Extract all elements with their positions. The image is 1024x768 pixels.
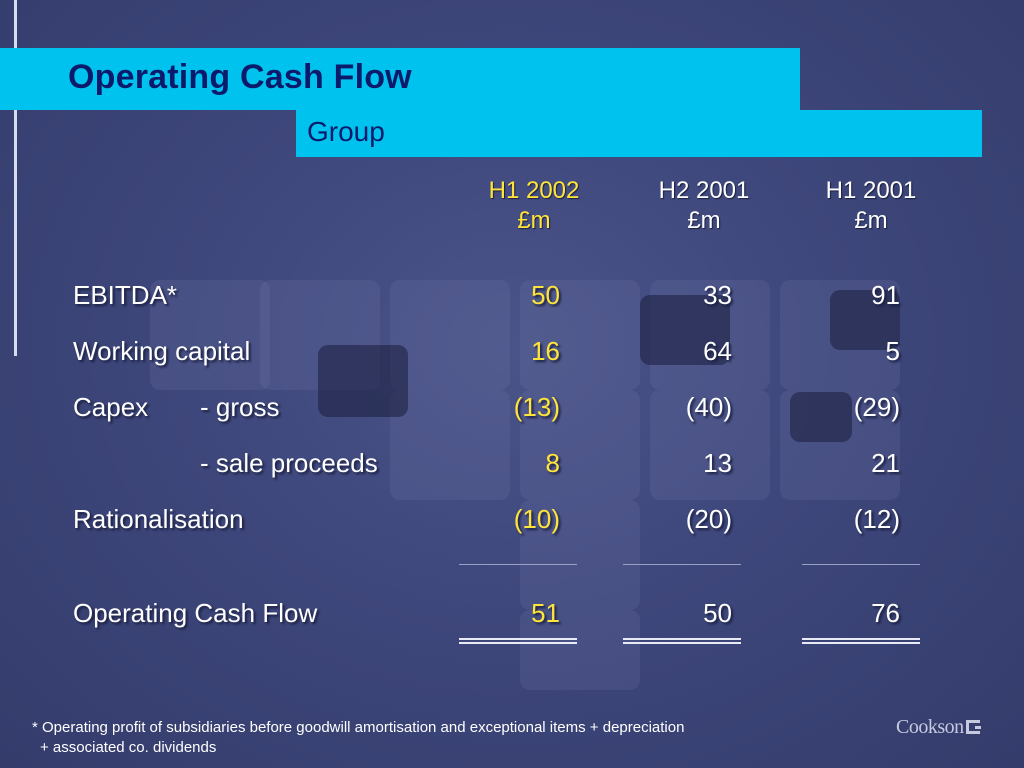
logo-text: Cookson	[896, 716, 964, 738]
table-cell-total: 50	[703, 598, 732, 628]
decor-tile	[520, 610, 640, 690]
column-header-h1-2002: H1 2002 £m	[469, 176, 599, 236]
table-cell: 13	[703, 448, 732, 478]
row-label-working-capital: Working capital	[73, 336, 251, 366]
total-double-rule	[623, 638, 741, 644]
table-cell: 50	[531, 280, 560, 310]
row-label-rationalisation: Rationalisation	[73, 504, 244, 534]
decor-tile	[390, 280, 510, 390]
column-period: H1 2001	[825, 177, 917, 204]
decor-tile	[390, 390, 510, 500]
table-cell: (40)	[685, 392, 732, 422]
subtotal-rule	[802, 564, 920, 565]
cookson-logo: Cookson	[896, 716, 981, 739]
table-cell: (29)	[853, 392, 900, 422]
subtitle-band	[296, 110, 982, 157]
page-title: Operating Cash Flow	[68, 58, 412, 96]
row-label-ebitda: EBITDA*	[73, 280, 178, 310]
table-cell: 21	[871, 448, 900, 478]
decor-tile	[318, 345, 408, 417]
decor-tile	[150, 280, 270, 390]
total-double-rule	[459, 638, 577, 644]
subtotal-rule	[459, 564, 577, 565]
table-cell-total: 76	[871, 598, 900, 628]
table-cell: (10)	[513, 504, 560, 534]
column-header-h1-2001: H1 2001 £m	[806, 176, 936, 236]
table-cell: 64	[703, 336, 732, 366]
table-cell: (20)	[685, 504, 732, 534]
decor-tile	[830, 290, 900, 350]
row-label-capex: Capex	[73, 392, 149, 422]
row-label-total: Operating Cash Flow	[73, 598, 318, 628]
decor-tile	[650, 390, 770, 500]
column-unit: £m	[687, 207, 721, 234]
table-cell: (13)	[513, 392, 560, 422]
decor-tile	[520, 390, 640, 500]
table-cell: 5	[885, 336, 900, 366]
logo-mark-icon	[965, 720, 981, 734]
decor-tile	[520, 280, 640, 390]
column-period: H1 2002	[488, 177, 580, 204]
decor-vertical-line	[14, 0, 17, 356]
table-cell: 8	[545, 448, 560, 478]
title-band	[0, 48, 800, 110]
decor-tile	[790, 392, 852, 442]
column-unit: £m	[517, 207, 551, 234]
footnote: * Operating profit of subsidiaries befor…	[32, 718, 684, 758]
table-cell: 91	[871, 280, 900, 310]
subtotal-rule	[623, 564, 741, 565]
decor-tile	[640, 295, 730, 365]
decor-tile	[520, 500, 640, 610]
row-sublabel-sale-proceeds: - sale proceeds	[200, 448, 378, 478]
footnote-line: * Operating profit of subsidiaries befor…	[32, 719, 685, 736]
table-cell: (12)	[853, 504, 900, 534]
table-cell: 16	[531, 336, 560, 366]
table-cell-total: 51	[531, 598, 560, 628]
column-unit: £m	[854, 207, 888, 234]
total-double-rule	[802, 638, 920, 644]
footnote-line: + associated co. dividends	[40, 739, 217, 756]
row-sublabel-gross: - gross	[200, 392, 280, 422]
column-period: H2 2001	[658, 177, 750, 204]
table-cell: 33	[703, 280, 732, 310]
column-header-h2-2001: H2 2001 £m	[639, 176, 769, 236]
page-subtitle: Group	[307, 116, 385, 147]
